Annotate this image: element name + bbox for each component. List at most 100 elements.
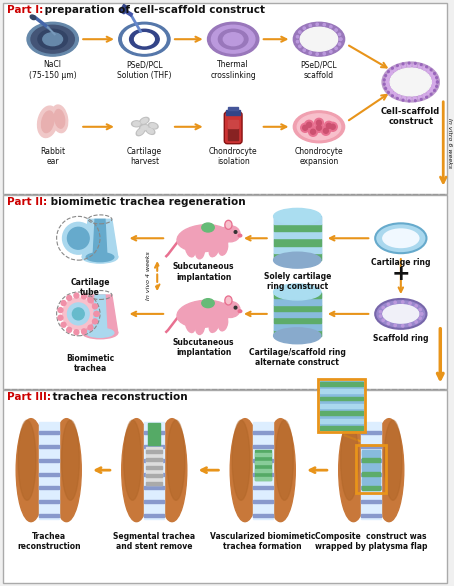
Circle shape (430, 88, 434, 91)
Ellipse shape (150, 124, 157, 128)
Circle shape (436, 86, 438, 87)
Ellipse shape (82, 251, 118, 263)
Circle shape (316, 53, 318, 55)
Ellipse shape (18, 420, 36, 500)
Bar (255, 469, 271, 472)
Circle shape (234, 231, 237, 233)
Circle shape (434, 73, 435, 74)
Circle shape (433, 80, 436, 84)
Bar (320, 397, 363, 400)
Bar (320, 411, 363, 415)
Ellipse shape (382, 62, 439, 102)
Bar (144, 445, 164, 448)
Circle shape (379, 311, 382, 313)
Circle shape (402, 63, 404, 65)
Circle shape (299, 31, 301, 33)
Ellipse shape (129, 29, 159, 49)
Ellipse shape (223, 33, 243, 46)
Circle shape (433, 80, 436, 84)
Text: Subcutaneous
implantation: Subcutaneous implantation (173, 262, 234, 281)
Circle shape (340, 38, 342, 40)
Circle shape (432, 84, 435, 88)
Text: biomimetic trachea regeneration: biomimetic trachea regeneration (47, 197, 245, 207)
Circle shape (81, 329, 86, 334)
Text: Chondrocyte
isolation: Chondrocyte isolation (209, 146, 257, 166)
Text: In vivo 4 weeks: In vivo 4 weeks (146, 252, 151, 301)
Ellipse shape (38, 29, 68, 49)
Circle shape (426, 66, 428, 68)
Bar (144, 500, 164, 503)
Bar (144, 423, 164, 519)
Circle shape (415, 100, 416, 101)
Circle shape (68, 303, 89, 325)
Bar (144, 486, 164, 489)
Ellipse shape (276, 420, 293, 500)
Circle shape (305, 120, 314, 130)
Circle shape (328, 122, 337, 131)
Circle shape (379, 315, 382, 317)
Bar (253, 514, 272, 517)
Circle shape (436, 81, 438, 83)
Circle shape (432, 76, 435, 80)
Polygon shape (93, 295, 107, 333)
Bar (144, 459, 164, 462)
Circle shape (309, 25, 311, 27)
Bar (362, 479, 380, 483)
Ellipse shape (209, 317, 219, 332)
Ellipse shape (274, 252, 321, 268)
Circle shape (315, 118, 323, 127)
Circle shape (93, 319, 98, 324)
Ellipse shape (136, 128, 145, 136)
Bar (361, 445, 381, 448)
Circle shape (299, 45, 301, 47)
Circle shape (74, 293, 79, 298)
Circle shape (323, 128, 328, 133)
Ellipse shape (52, 418, 81, 522)
Text: Part II:: Part II: (7, 197, 47, 207)
Bar (253, 423, 272, 519)
Circle shape (385, 79, 389, 82)
FancyBboxPatch shape (3, 390, 447, 582)
Circle shape (401, 325, 404, 327)
Circle shape (388, 71, 390, 73)
Bar (39, 500, 59, 503)
Circle shape (63, 298, 94, 330)
Bar (361, 500, 381, 503)
Circle shape (415, 305, 417, 307)
Text: Segmental trachea
and stent remove: Segmental trachea and stent remove (113, 532, 195, 551)
Ellipse shape (86, 253, 114, 262)
Circle shape (393, 68, 396, 71)
Ellipse shape (140, 117, 149, 124)
Ellipse shape (230, 418, 260, 522)
Circle shape (385, 82, 389, 86)
Ellipse shape (30, 15, 36, 19)
Bar (320, 427, 363, 430)
Bar (274, 231, 321, 239)
Circle shape (430, 73, 434, 76)
Ellipse shape (225, 220, 232, 229)
Bar (39, 423, 59, 519)
Bar (39, 486, 59, 489)
Text: Vascularized biomimetic
trachea formation: Vascularized biomimetic trachea formatio… (210, 532, 316, 551)
Bar (146, 447, 162, 485)
Circle shape (434, 90, 435, 91)
FancyBboxPatch shape (3, 196, 447, 389)
Circle shape (382, 306, 385, 309)
Bar (253, 459, 272, 462)
Circle shape (325, 121, 333, 130)
Bar (274, 292, 321, 336)
Circle shape (382, 319, 385, 321)
Polygon shape (93, 219, 107, 257)
Ellipse shape (38, 106, 58, 138)
Ellipse shape (226, 222, 231, 228)
Ellipse shape (274, 328, 321, 344)
Ellipse shape (31, 25, 74, 53)
Bar (274, 224, 321, 231)
Circle shape (81, 294, 86, 299)
Circle shape (420, 98, 422, 100)
Bar (274, 292, 321, 298)
FancyBboxPatch shape (224, 112, 242, 144)
Ellipse shape (146, 127, 155, 134)
Circle shape (415, 63, 416, 64)
Bar (146, 466, 162, 469)
